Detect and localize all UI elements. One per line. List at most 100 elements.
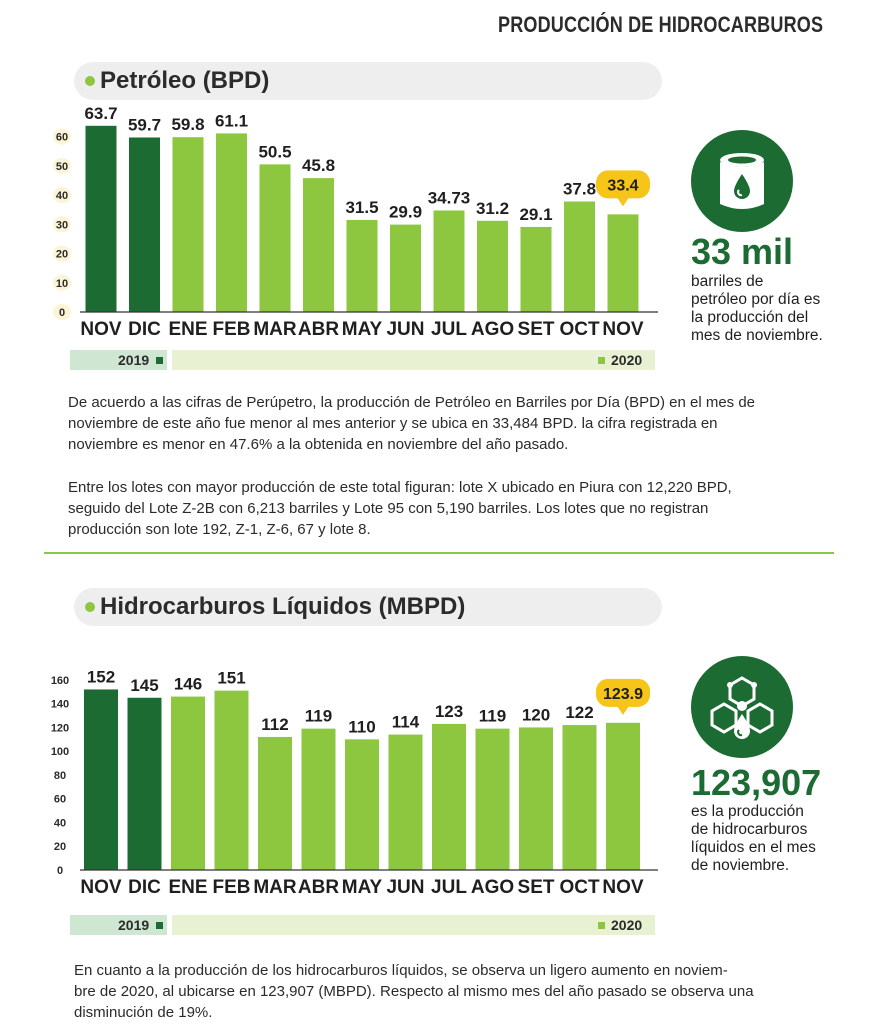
- bar-value-label: 63.7: [84, 104, 117, 123]
- bar-value-label: 145: [130, 676, 158, 695]
- y-tick-label: 120: [51, 722, 69, 734]
- x-tick-label: MAR: [253, 319, 297, 340]
- year-label-2019: 2019: [118, 917, 150, 933]
- bar-value-label: 123: [435, 702, 463, 721]
- x-tick-label: ENE: [168, 877, 207, 898]
- bar: [477, 220, 508, 312]
- y-tick-label: 30: [56, 219, 68, 231]
- x-tick-label: OCT: [559, 319, 600, 340]
- y-tick-label: 40: [56, 190, 68, 202]
- highlight-pointer: [617, 705, 629, 715]
- y-tick-bubble: [53, 304, 71, 320]
- bar-value-label: 120: [522, 705, 550, 724]
- bar: [433, 210, 465, 312]
- y-tick-label: 60: [56, 132, 68, 144]
- y-tick-label: 20: [54, 841, 66, 853]
- text-line: bre de 2020, al ubicarse en 123,907 (MBP…: [74, 983, 754, 1000]
- stat-line: es la producción: [691, 803, 804, 820]
- x-tick-label: AGO: [471, 877, 514, 898]
- bar: [129, 137, 160, 312]
- liquidos-section-title: Hidrocarburos Líquidos (MBPD): [100, 593, 466, 620]
- year-label-2019: 2019: [118, 352, 150, 368]
- legend-square-2020: [598, 922, 605, 929]
- bar: [216, 133, 247, 312]
- legend-square-2019: [156, 922, 163, 929]
- x-tick-label: JUL: [431, 877, 467, 898]
- bar-value-label: 50.5: [258, 142, 291, 161]
- highlight-bubble: [596, 170, 650, 199]
- y-tick-label: 50: [56, 161, 68, 173]
- x-tick-label: MAR: [253, 877, 297, 898]
- y-tick-label: 0: [57, 865, 63, 877]
- stat-line: de noviembre.: [691, 857, 790, 874]
- petroleo-section-header: [74, 62, 662, 100]
- x-tick-label: FEB: [213, 877, 251, 898]
- x-tick-label: NOV: [602, 319, 644, 340]
- bar: [171, 696, 205, 870]
- year-band-2019: [70, 915, 167, 935]
- stat-line: la producción del: [691, 309, 809, 326]
- y-tick-label: 0: [59, 307, 65, 319]
- bullet-dot-icon: [85, 602, 95, 612]
- x-tick-label: NOV: [602, 877, 644, 898]
- petroleo-stat-description: barriles de petróleo por día es la produ…: [691, 273, 823, 345]
- x-tick-label: NOV: [80, 319, 122, 340]
- year-band-2019: [70, 350, 167, 370]
- x-tick-label: FEB: [213, 319, 251, 340]
- x-tick-label: NOV: [80, 877, 122, 898]
- stat-line: barriles de: [691, 273, 764, 290]
- bar: [607, 214, 639, 312]
- x-tick-label: ENE: [168, 319, 207, 340]
- x-tick-label: OCT: [559, 877, 600, 898]
- bar-value-label: 29.1: [519, 205, 552, 224]
- bar: [258, 736, 292, 870]
- y-tick-bubble: [53, 128, 71, 145]
- text-line: disminución de 19%.: [74, 1004, 213, 1021]
- y-tick-bubble: [53, 187, 71, 204]
- bar-value-label: 151: [217, 669, 245, 688]
- petroleo-stat-number: 33 mil: [691, 231, 794, 272]
- stat-line: líquidos en el mes: [691, 839, 816, 856]
- bar-value-label: 59.8: [171, 115, 204, 134]
- y-tick-bubble: [53, 274, 71, 291]
- bar: [346, 219, 378, 312]
- x-tick-label: SET: [518, 319, 555, 340]
- highlight-bubble: [596, 678, 650, 707]
- liquidos-paragraph-1: En cuanto a la producción de los hidroca…: [74, 960, 754, 1023]
- y-tick-label: 10: [56, 278, 68, 290]
- liquidos-stat-number: 123,907: [691, 762, 822, 803]
- bar-value-label: 31.5: [345, 198, 378, 217]
- bar-value-label: 110: [348, 717, 375, 736]
- bar: [127, 697, 162, 870]
- bar-value-label: 123.9: [603, 686, 643, 703]
- x-tick-label: JUN: [386, 877, 424, 898]
- bar-value-label: 34.73: [428, 188, 471, 207]
- petroleo-bar-chart: 0 10 20 30 40 50 60 63.7 NOV 59.7 DIC 59.8 ENE 61.1 FE…: [53, 104, 658, 340]
- bar: [259, 164, 291, 312]
- bar-value-label: 119: [305, 707, 332, 726]
- year-band-2020: [172, 915, 655, 935]
- y-tick-label: 20: [56, 249, 68, 261]
- bar: [475, 728, 510, 870]
- bar: [303, 178, 334, 312]
- bar: [85, 125, 117, 312]
- y-tick-label: 100: [51, 746, 69, 758]
- liquidos-section-header: [74, 588, 662, 626]
- x-tick-label: ABR: [298, 877, 339, 898]
- text-line: Entre los lotes con mayor producción de …: [68, 479, 732, 496]
- bar-value-label: 152: [87, 667, 115, 686]
- bar: [172, 137, 204, 312]
- text-line: producción son lote 192, Z-1, Z-6, 67 y …: [68, 521, 371, 538]
- bar: [214, 690, 249, 870]
- year-label-2020: 2020: [611, 917, 643, 933]
- text-line: De acuerdo a las cifras de Perúpetro, la…: [68, 394, 756, 411]
- oil-barrel-icon: [691, 130, 793, 232]
- text-line: noviembre es menor en 47.6% a la obtenid…: [68, 436, 569, 453]
- petroleo-paragraph-1: De acuerdo a las cifras de Perúpetro, la…: [68, 392, 755, 455]
- bar: [301, 728, 336, 870]
- bar: [388, 734, 423, 870]
- x-tick-label: DIC: [128, 319, 161, 340]
- legend-square-2020: [598, 357, 605, 364]
- bar-value-label: 37.8: [563, 180, 596, 199]
- bar-value-label: 59.7: [128, 115, 161, 134]
